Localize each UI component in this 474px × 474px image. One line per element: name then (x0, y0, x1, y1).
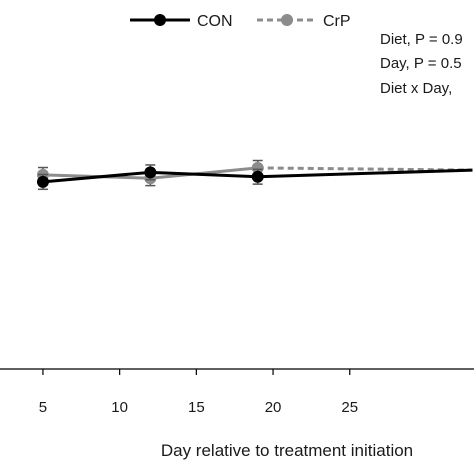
data-point (36, 175, 49, 188)
data-point (144, 166, 157, 179)
x-tick-label: 10 (111, 399, 128, 416)
x-tick-label: 15 (188, 399, 205, 416)
series-line-segment (42, 170, 151, 184)
x-ticks: 5 10 15 20 25 (39, 369, 358, 416)
series-layer (36, 159, 473, 191)
legend-con-label: CON (197, 13, 233, 30)
stats-annotations: Diet, P = 0.9 Day, P = 0.5 Diet x Day, (380, 31, 463, 97)
series-line-segment (257, 168, 473, 179)
legend-item-con: CON (130, 13, 233, 30)
legend-crp-label: CrP (323, 13, 351, 30)
legend-con-marker (154, 14, 166, 26)
legend-item-crp: CrP (257, 13, 351, 30)
series-line-segment (257, 166, 473, 172)
legend: CON CrP (130, 13, 351, 30)
legend-crp-marker (281, 14, 293, 26)
series-con (36, 164, 473, 191)
data-point (251, 161, 264, 174)
annotation-day: Day, P = 0.5 (380, 55, 462, 72)
annotation-diet-x-day: Diet x Day, (380, 80, 452, 97)
series-line-segment (150, 170, 258, 179)
axes: 5 10 15 20 25 Day relative to treatment init… (0, 368, 474, 460)
x-axis-label: Day relative to treatment initiation (161, 441, 413, 460)
x-tick-label: 20 (265, 399, 282, 416)
x-tick-label: 25 (341, 399, 358, 416)
data-point (251, 170, 264, 183)
x-tick-label: 5 (39, 399, 47, 416)
annotation-diet: Diet, P = 0.9 (380, 31, 463, 48)
